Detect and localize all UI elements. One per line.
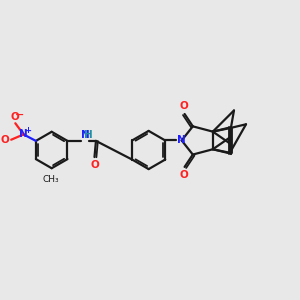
Text: CH₃: CH₃ — [43, 175, 59, 184]
Text: −: − — [15, 110, 24, 120]
Text: N: N — [19, 129, 28, 140]
Text: H: H — [85, 130, 93, 140]
Text: N: N — [177, 135, 186, 146]
Text: O: O — [90, 160, 99, 170]
Text: O: O — [179, 101, 188, 111]
Text: O: O — [179, 170, 188, 180]
Text: N: N — [81, 130, 90, 140]
Text: O: O — [11, 112, 20, 122]
Text: O: O — [1, 135, 9, 145]
Text: +: + — [24, 126, 31, 135]
